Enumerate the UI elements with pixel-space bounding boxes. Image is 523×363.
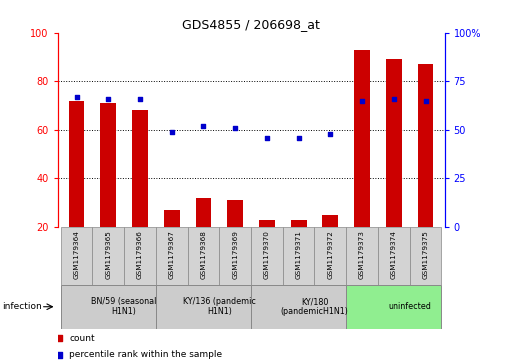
Point — [199, 123, 208, 129]
Point — [136, 96, 144, 102]
Bar — [156, 285, 251, 329]
Bar — [291, 220, 306, 227]
Title: GDS4855 / 206698_at: GDS4855 / 206698_at — [182, 19, 320, 32]
Bar — [346, 227, 378, 285]
Text: GSM1179369: GSM1179369 — [232, 230, 238, 279]
Bar — [417, 64, 434, 227]
Bar — [61, 227, 93, 285]
Bar — [156, 227, 188, 285]
Text: uninfected: uninfected — [388, 302, 431, 311]
Point — [358, 98, 366, 103]
Text: BN/59 (seasonal
H1N1): BN/59 (seasonal H1N1) — [92, 297, 157, 317]
Text: infection: infection — [3, 302, 42, 311]
Text: GSM1179372: GSM1179372 — [327, 230, 333, 279]
Bar — [283, 227, 314, 285]
Bar — [124, 227, 156, 285]
Point — [390, 96, 398, 102]
Point — [265, 269, 273, 275]
Bar — [322, 215, 338, 227]
Point — [72, 94, 81, 100]
Bar — [314, 227, 346, 285]
Bar — [100, 103, 116, 227]
Text: GSM1179370: GSM1179370 — [264, 230, 270, 279]
Bar — [386, 60, 402, 227]
Point — [104, 96, 112, 102]
Text: GSM1179366: GSM1179366 — [137, 230, 143, 279]
Bar — [346, 285, 441, 329]
Bar — [196, 198, 211, 227]
Text: count: count — [69, 334, 95, 343]
Bar — [354, 50, 370, 227]
Bar — [378, 227, 410, 285]
Text: GSM1179365: GSM1179365 — [105, 230, 111, 279]
Bar — [228, 200, 243, 227]
Point — [422, 98, 430, 103]
Text: KY/136 (pandemic
H1N1): KY/136 (pandemic H1N1) — [183, 297, 256, 317]
Bar — [93, 227, 124, 285]
Point — [231, 125, 240, 131]
Bar — [132, 110, 148, 227]
Bar — [259, 220, 275, 227]
Bar — [410, 227, 441, 285]
Point — [167, 129, 176, 135]
Text: GSM1179374: GSM1179374 — [391, 230, 397, 279]
Bar — [219, 227, 251, 285]
Text: GSM1179367: GSM1179367 — [169, 230, 175, 279]
Point — [263, 135, 271, 140]
Text: GSM1179368: GSM1179368 — [200, 230, 207, 279]
Bar — [164, 210, 180, 227]
Bar — [69, 101, 85, 227]
Text: GSM1179373: GSM1179373 — [359, 230, 365, 279]
Text: GSM1179371: GSM1179371 — [295, 230, 302, 279]
Point — [294, 135, 303, 140]
Point — [265, 121, 273, 127]
Text: GSM1179375: GSM1179375 — [423, 230, 428, 279]
Point — [326, 131, 335, 136]
Text: GSM1179364: GSM1179364 — [74, 230, 79, 279]
Bar — [61, 285, 156, 329]
Bar — [251, 285, 346, 329]
Text: percentile rank within the sample: percentile rank within the sample — [69, 350, 222, 359]
Text: KY/180
(pandemicH1N1): KY/180 (pandemicH1N1) — [280, 297, 348, 317]
Bar — [188, 227, 219, 285]
Bar — [251, 227, 283, 285]
